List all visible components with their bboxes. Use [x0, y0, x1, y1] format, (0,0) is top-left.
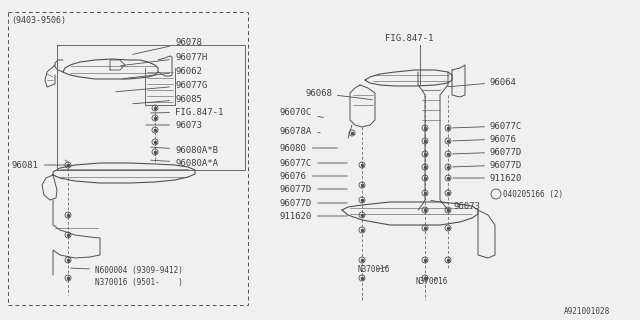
- Text: 96077C: 96077C: [280, 158, 348, 167]
- Bar: [8, 12, 248, 305]
- Text: N370016 (9501-    ): N370016 (9501- ): [95, 278, 183, 287]
- Text: 96076: 96076: [280, 172, 348, 180]
- Text: 96073: 96073: [431, 200, 480, 211]
- Text: 96077G: 96077G: [116, 81, 207, 92]
- Text: 96077C: 96077C: [452, 122, 522, 131]
- Text: (9403-9506): (9403-9506): [11, 15, 66, 25]
- Text: 96073: 96073: [146, 121, 202, 130]
- Text: 96064: 96064: [448, 77, 517, 87]
- Text: 911620: 911620: [280, 212, 348, 220]
- Text: 96078A: 96078A: [280, 126, 320, 135]
- Text: 911620: 911620: [452, 173, 522, 182]
- Text: N370016: N370016: [358, 266, 390, 275]
- Text: 96077D: 96077D: [280, 198, 348, 207]
- Text: 96085: 96085: [132, 94, 202, 104]
- Text: 96062: 96062: [123, 67, 202, 79]
- Text: FIG.847-1: FIG.847-1: [385, 34, 433, 43]
- Text: 96068: 96068: [305, 89, 372, 100]
- Text: 96080A*B: 96080A*B: [151, 146, 218, 155]
- Text: 96077D: 96077D: [452, 161, 522, 170]
- Text: N370016: N370016: [415, 276, 447, 285]
- Text: 96081: 96081: [12, 161, 67, 170]
- Text: N600004 (9309-9412): N600004 (9309-9412): [71, 267, 183, 276]
- Text: 96077D: 96077D: [452, 148, 522, 156]
- Text: 96077H: 96077H: [121, 52, 207, 66]
- Text: 96070C: 96070C: [280, 108, 323, 117]
- Text: 040205166 (2): 040205166 (2): [503, 189, 563, 198]
- Text: 96077D: 96077D: [280, 185, 348, 194]
- Text: 96078: 96078: [132, 37, 202, 54]
- Text: 96080: 96080: [280, 143, 337, 153]
- Text: FIG.847-1: FIG.847-1: [151, 108, 223, 116]
- Text: 96080A*A: 96080A*A: [151, 158, 218, 167]
- Text: A921001028: A921001028: [564, 308, 610, 316]
- Text: 96076: 96076: [452, 134, 517, 143]
